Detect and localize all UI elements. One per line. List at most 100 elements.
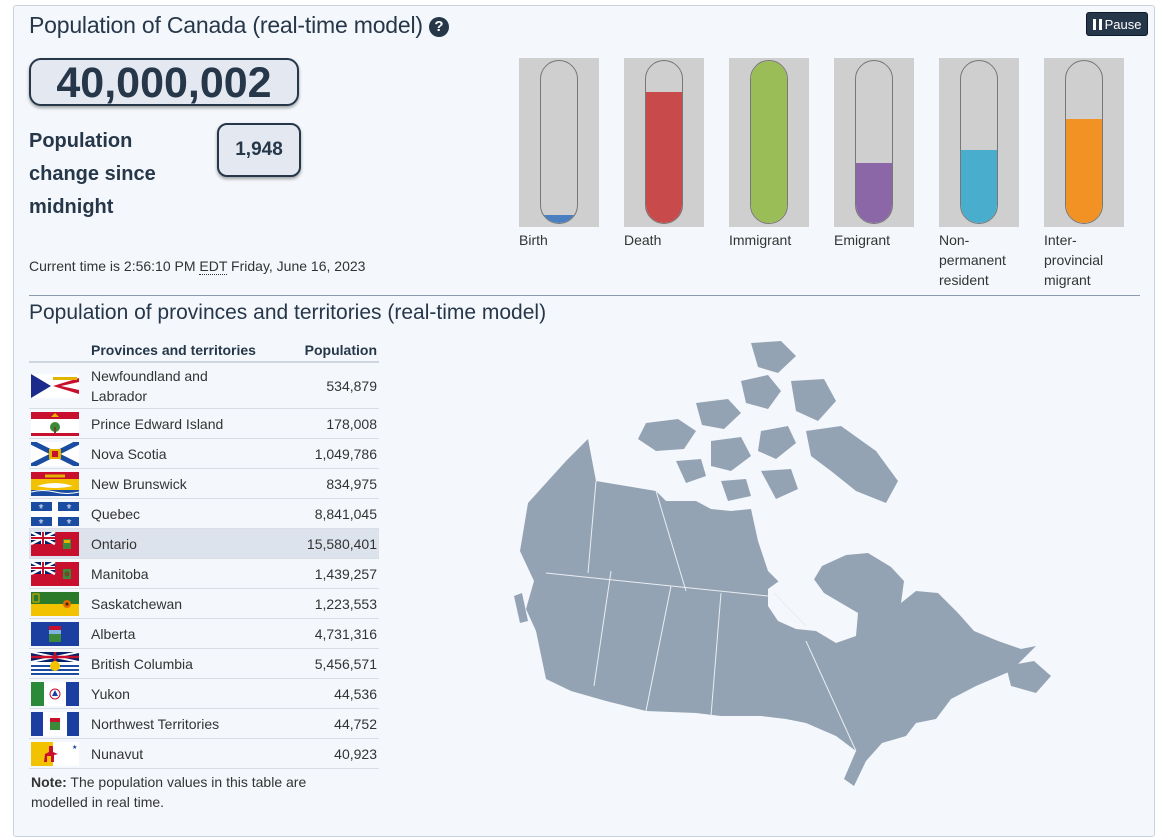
table-row[interactable]: Manitoba 1,439,257 xyxy=(29,558,379,589)
flag-cell xyxy=(29,468,89,499)
page-title: Population of Canada (real-time model)? xyxy=(29,12,449,39)
flag-cell xyxy=(29,438,89,469)
province-population: 1,049,786 xyxy=(302,438,379,469)
province-name: Yukon xyxy=(89,678,303,709)
nova-scotia-flag-icon xyxy=(31,441,79,466)
table-row[interactable]: Ontario 15,580,401 xyxy=(29,528,379,559)
ontario-flag-icon xyxy=(31,531,79,556)
table-row[interactable]: ★ Nunavut 40,923 xyxy=(29,738,379,769)
table-row[interactable]: New Brunswick 834,975 xyxy=(29,468,379,499)
alberta-flag-icon xyxy=(31,621,79,646)
gauge-background xyxy=(1044,58,1124,227)
table-row[interactable]: British Columbia 5,456,571 xyxy=(29,648,379,679)
gauge-background xyxy=(624,58,704,227)
flag-cell xyxy=(29,708,89,739)
province-name: Northwest Territories xyxy=(89,708,303,739)
province-name: Prince Edward Island xyxy=(89,408,303,439)
svg-text:⚜: ⚜ xyxy=(38,518,44,526)
gauge-birth: Birth xyxy=(519,58,599,250)
nunavut-flag-icon: ★ xyxy=(31,741,79,766)
province-name: Ontario xyxy=(89,528,303,559)
province-population: 44,536 xyxy=(302,678,379,709)
province-name: Quebec xyxy=(89,498,303,529)
province-population: 1,223,553 xyxy=(302,588,379,619)
provinces-table: Provinces and territories Population New… xyxy=(29,338,379,769)
population-total: 40,000,002 xyxy=(29,58,299,106)
province-name: Saskatchewan xyxy=(89,588,303,619)
province-population: 534,879 xyxy=(302,362,379,409)
svg-text:⚜: ⚜ xyxy=(38,503,44,511)
flag-cell: ⚜ ⚜ ⚜ ⚜ xyxy=(29,498,89,529)
question-circle-icon[interactable]: ? xyxy=(428,17,449,37)
col-header-name: Provinces and territories xyxy=(89,338,303,363)
gauge-fill xyxy=(751,61,787,223)
gauge-tube xyxy=(960,60,998,224)
col-header-population: Population xyxy=(302,338,379,363)
population-panel: Population of Canada (real-time model)? … xyxy=(13,5,1155,837)
table-row[interactable]: Prince Edward Island 178,008 xyxy=(29,408,379,439)
flag-cell xyxy=(29,618,89,649)
british-columbia-flag-icon xyxy=(31,651,79,676)
table-row[interactable]: Yukon 44,536 xyxy=(29,678,379,709)
province-name: Manitoba xyxy=(89,558,303,589)
pei-flag-icon xyxy=(31,411,79,436)
gauge-inter-provincial-migrant: Inter-provincial migrant xyxy=(1044,58,1124,290)
canada-map-icon xyxy=(514,341,1051,786)
quebec-flag-icon: ⚜ ⚜ ⚜ ⚜ xyxy=(31,501,79,526)
gauge-background xyxy=(729,58,809,227)
population-change-label: Population change since midnight xyxy=(29,130,156,218)
pause-icon xyxy=(1092,18,1102,30)
flag-cell xyxy=(29,558,89,589)
divider xyxy=(29,295,1140,296)
table-row[interactable]: Newfoundland and Labrador 534,879 xyxy=(29,362,379,409)
svg-text:⚜: ⚜ xyxy=(66,503,72,511)
province-population: 8,841,045 xyxy=(302,498,379,529)
gauge-label: Emigrant xyxy=(834,232,891,248)
gauge-immigrant: Immigrant xyxy=(729,58,809,250)
northwest-territories-flag-icon xyxy=(31,711,79,736)
flag-cell xyxy=(29,678,89,709)
gauge-background xyxy=(519,58,599,227)
gauge-tube xyxy=(855,60,893,224)
pause-button[interactable]: Pause xyxy=(1086,12,1148,36)
province-name: New Brunswick xyxy=(89,468,303,499)
gauge-label: Birth xyxy=(519,232,548,248)
gauge-background xyxy=(834,58,914,227)
gauge-label: Immigrant xyxy=(729,232,792,248)
gauge-tube xyxy=(540,60,578,224)
note-label: Note: xyxy=(31,774,67,790)
gauge-background xyxy=(939,58,1019,227)
yukon-flag-icon xyxy=(31,681,79,706)
gauge-label: Non-permanent resident xyxy=(939,232,1006,288)
table-row[interactable]: ⚜ ⚜ ⚜ ⚜ Quebec 8,841,045 xyxy=(29,498,379,529)
gauge-fill xyxy=(961,150,997,223)
gauge-label: Death xyxy=(624,232,662,248)
gauge-death: Death xyxy=(624,58,704,250)
pause-label: Pause xyxy=(1104,16,1142,32)
population-change-value: 1,948 xyxy=(217,123,301,177)
table-row[interactable]: Saskatchewan 1,223,553 xyxy=(29,588,379,619)
flag-cell xyxy=(29,362,89,409)
province-population: 178,008 xyxy=(302,408,379,439)
flag-cell xyxy=(29,648,89,679)
gauge-tube xyxy=(750,60,788,224)
flag-cell xyxy=(29,408,89,439)
flag-cell xyxy=(29,528,89,559)
note-text: The population values in this table are … xyxy=(31,774,307,810)
gauge-fill xyxy=(856,163,892,223)
province-name: Nunavut xyxy=(89,738,303,769)
provinces-title: Population of provinces and territories … xyxy=(29,301,547,324)
table-row[interactable]: Alberta 4,731,316 xyxy=(29,618,379,649)
gauge-tube xyxy=(645,60,683,224)
flag-header xyxy=(29,338,89,363)
province-name: Newfoundland and Labrador xyxy=(89,362,303,409)
table-row[interactable]: Nova Scotia 1,049,786 xyxy=(29,438,379,469)
table-row[interactable]: Northwest Territories 44,752 xyxy=(29,708,379,739)
saskatchewan-flag-icon xyxy=(31,591,79,616)
province-population: 15,580,401 xyxy=(302,528,379,559)
province-population: 834,975 xyxy=(302,468,379,499)
svg-text:★: ★ xyxy=(72,744,77,751)
new-brunswick-flag-icon xyxy=(31,471,79,496)
province-population: 40,923 xyxy=(302,738,379,769)
table-note: Note: The population values in this tabl… xyxy=(31,772,351,812)
